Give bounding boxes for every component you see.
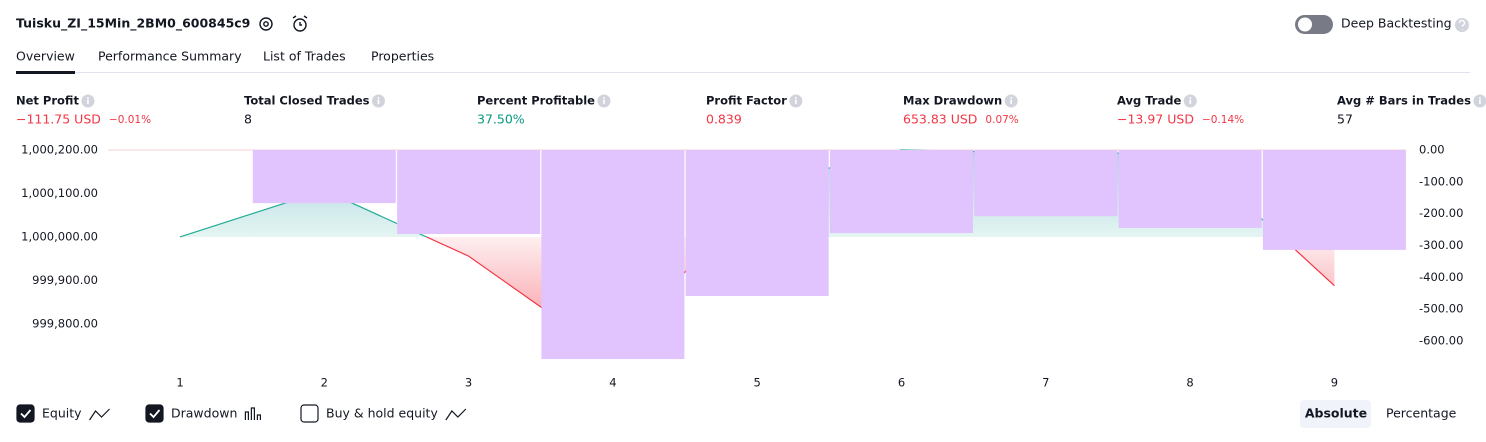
metric-label: Avg # Bars in Trades: [1337, 94, 1471, 108]
metric-value: −13.97 USD: [1117, 112, 1194, 127]
legend-icon: [244, 407, 261, 420]
drawdown-bar: [397, 150, 541, 234]
info-icon-bar: [795, 99, 797, 104]
strategy-title: Tuisku_ZI_15Min_2BM0_600845c9: [16, 16, 250, 32]
deep-backtesting-label: Deep Backtesting: [1341, 16, 1452, 31]
info-icon-bar: [87, 99, 89, 104]
percentage-button[interactable]: Percentage: [1386, 406, 1457, 421]
y2-tick-label: -100.00: [1419, 174, 1463, 188]
y2-tick-label: -500.00: [1419, 302, 1463, 316]
x-tick-label: 4: [609, 376, 616, 390]
metric-label: Profit Factor: [706, 94, 787, 108]
metric-label: Avg Trade: [1117, 94, 1181, 108]
absolute-button-bg[interactable]: [1300, 400, 1371, 428]
legend-checkbox[interactable]: [145, 404, 164, 423]
x-tick-label: 3: [465, 376, 472, 390]
drawdown-bar: [252, 150, 396, 204]
legend-check: [149, 409, 161, 419]
x-tick-label: 7: [1042, 376, 1049, 390]
metric-label: Percent Profitable: [477, 94, 595, 108]
x-tick-label: 8: [1186, 376, 1193, 390]
y2-tick-label: -200.00: [1419, 206, 1463, 220]
info-icon-dot: [1010, 97, 1012, 99]
metric-value: −111.75 USD: [16, 112, 101, 127]
tab[interactable]: Performance Summary: [98, 49, 242, 64]
legend-label[interactable]: Drawdown: [171, 406, 237, 421]
legend-checkbox[interactable]: [16, 404, 35, 423]
metric-value: 0.839: [706, 112, 742, 127]
tab[interactable]: List of Trades: [263, 49, 346, 64]
info-icon-bar: [1479, 99, 1481, 104]
x-tick-label: 9: [1331, 376, 1338, 390]
legend-icon: [445, 408, 467, 421]
help-icon[interactable]: [1455, 18, 1469, 32]
info-icon-bar: [603, 99, 605, 104]
drawdown-bar: [1262, 150, 1406, 250]
info-icon-dot: [1479, 97, 1481, 99]
drawdown-bar: [1118, 150, 1262, 228]
tab[interactable]: Properties: [371, 49, 434, 64]
settings-icon[interactable]: [259, 17, 273, 31]
metric-value: 57: [1337, 112, 1353, 127]
info-icon-dot: [603, 97, 605, 99]
metric-label: Max Drawdown: [903, 94, 1002, 108]
tab[interactable]: Overview: [16, 49, 75, 64]
absolute-button[interactable]: Absolute: [1305, 406, 1367, 421]
legend-icon: [89, 408, 110, 421]
drawdown-bar: [830, 150, 973, 234]
metric-label: Total Closed Trades: [244, 94, 370, 108]
y2-tick-label: 0.00: [1419, 143, 1445, 157]
legend-checkbox[interactable]: [300, 404, 319, 423]
legend-label[interactable]: Buy & hold equity: [326, 406, 438, 421]
info-icon-bar: [377, 99, 380, 104]
y-tick-label: 999,900.00: [32, 273, 98, 287]
info-icon-bar: [1189, 99, 1192, 104]
info-icon-dot: [377, 97, 380, 99]
info-icon-dot: [1189, 97, 1192, 99]
x-tick-label: 2: [321, 376, 328, 390]
metric-value: 8: [244, 112, 252, 127]
metric-percent: −0.01%: [109, 114, 151, 126]
metric-label: Net Profit: [16, 94, 79, 108]
info-icon-bar: [1010, 99, 1012, 104]
legend-check: [20, 409, 32, 419]
metric-percent: −0.14%: [1202, 114, 1244, 126]
info-icon-dot: [87, 97, 89, 99]
drawdown-bar: [685, 150, 829, 297]
y2-tick-label: -400.00: [1419, 270, 1463, 284]
info-icon-dot: [795, 97, 797, 99]
active-tab-underline: [16, 71, 75, 74]
legend-label[interactable]: Equity: [42, 406, 82, 421]
metric-value: 653.83 USD: [903, 112, 977, 127]
metric-value: 37.50%: [477, 112, 525, 127]
metric-percent: 0.07%: [985, 114, 1018, 126]
y2-tick-label: -300.00: [1419, 238, 1463, 252]
x-tick-label: 1: [176, 376, 183, 390]
deep-backtesting-toggle[interactable]: [1295, 15, 1333, 34]
x-tick-label: 6: [898, 376, 905, 390]
y2-tick-label: -600.00: [1419, 333, 1463, 347]
chart: 1,000,200.00 1,000,100.00 1,000,000.00 999,…: [21, 143, 1463, 390]
alert-icon[interactable]: [292, 15, 308, 32]
x-tick-label: 5: [754, 376, 761, 390]
y-tick-label: 999,800.00: [32, 316, 98, 330]
y-tick-label: 1,000,100.00: [21, 186, 98, 200]
drawdown-bar: [541, 150, 685, 360]
y-tick-label: 1,000,000.00: [21, 229, 98, 243]
y-tick-label: 1,000,200.00: [21, 143, 98, 157]
drawdown-bar: [974, 150, 1118, 217]
